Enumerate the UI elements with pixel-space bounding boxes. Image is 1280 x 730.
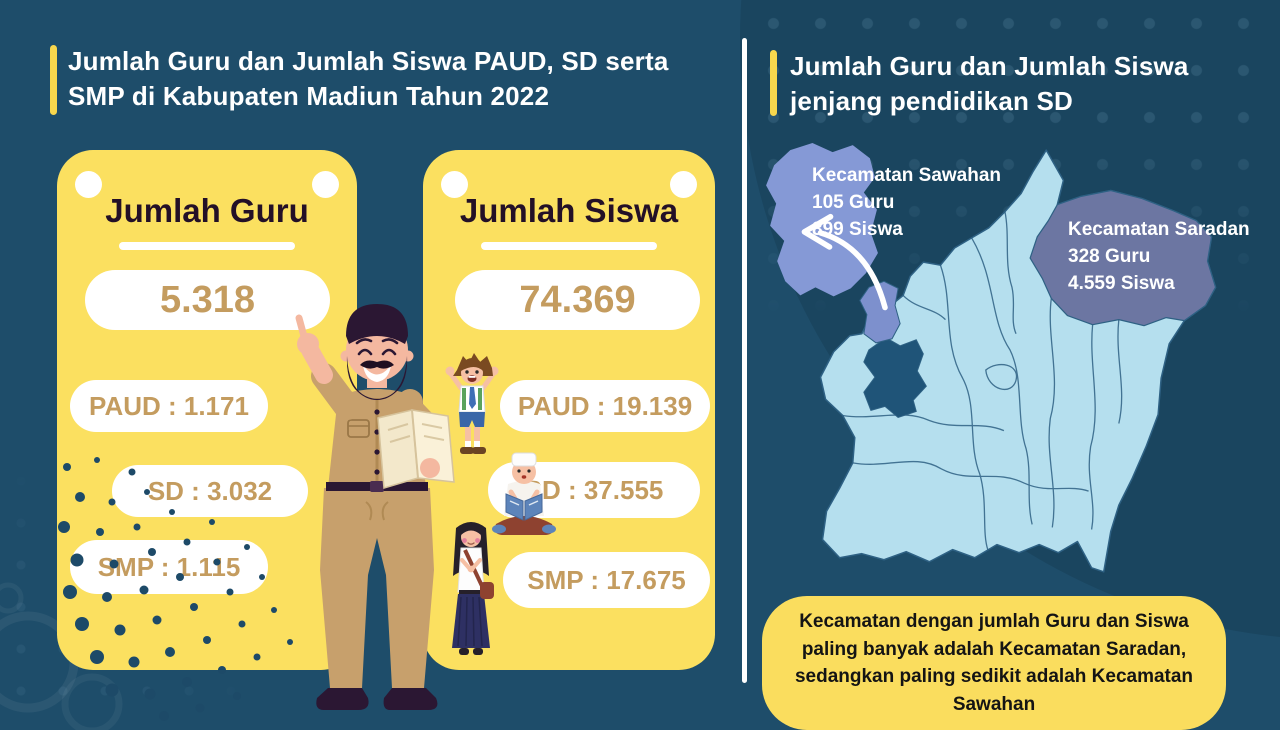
reading-boy-illustration bbox=[492, 452, 556, 535]
guru-total-pill: 5.318 bbox=[85, 270, 330, 330]
right-title-accent-bar bbox=[770, 50, 777, 116]
madiun-district-map: Kecamatan Sawahan 105 Guru 899 Siswa Kec… bbox=[756, 136, 1270, 590]
conclusion-note-text: Kecamatan dengan jumlah Guru dan Siswa p… bbox=[794, 611, 1194, 715]
map-district-dark-enclave bbox=[863, 337, 927, 419]
card-title-underline bbox=[481, 242, 657, 250]
dots-cluster-decor bbox=[58, 457, 293, 721]
siswa-smp-pill: SMP : 17.675 bbox=[503, 552, 710, 608]
map-arrow bbox=[801, 213, 888, 311]
left-title-line1: Jumlah Guru dan Jumlah Siswa PAUD, SD se… bbox=[68, 46, 669, 76]
card-pin-hole bbox=[441, 171, 468, 198]
teacher-illustration bbox=[295, 304, 455, 710]
left-title-line2: SMP di Kabupaten Madiun Tahun 2022 bbox=[68, 81, 550, 111]
guru-card-title: Jumlah Guru bbox=[105, 192, 309, 229]
siswa-total-pill: 74.369 bbox=[455, 270, 700, 330]
sawahan-guru: 105 Guru bbox=[812, 192, 895, 213]
guru-smp-pill: SMP : 1.115 bbox=[70, 540, 268, 594]
card-pin-hole bbox=[312, 171, 339, 198]
sawahan-siswa: 899 Siswa bbox=[812, 219, 903, 240]
left-title-accent-bar bbox=[50, 45, 57, 115]
panel-divider bbox=[742, 38, 747, 683]
sawahan-label: Kecamatan Sawahan 105 Guru 899 Siswa bbox=[812, 162, 1001, 243]
guru-paud-pill: PAUD : 1.171 bbox=[70, 380, 268, 432]
siswa-paud-pill: PAUD : 19.139 bbox=[500, 380, 710, 432]
right-panel-title: Jumlah Guru dan Jumlah Siswa jenjang pen… bbox=[790, 49, 1260, 119]
card-title-underline bbox=[119, 242, 295, 250]
left-panel-title: Jumlah Guru dan Jumlah Siswa PAUD, SD se… bbox=[68, 44, 728, 114]
right-title-line1: Jumlah Guru dan Jumlah Siswa bbox=[790, 51, 1189, 81]
siswa-card-title: Jumlah Siswa bbox=[459, 192, 679, 229]
saradan-siswa: 4.559 Siswa bbox=[1068, 273, 1175, 294]
conclusion-note-box: Kecamatan dengan jumlah Guru dan Siswa p… bbox=[762, 596, 1226, 730]
saradan-guru: 328 Guru bbox=[1068, 246, 1151, 267]
saradan-label: Kecamatan Saradan 328 Guru 4.559 Siswa bbox=[1068, 216, 1250, 297]
map-district-saradan bbox=[1029, 189, 1217, 327]
guru-card: Jumlah Guru 5.318 PAUD : 1.171 SD : 3.03… bbox=[57, 150, 357, 670]
map-district-sawahan bbox=[859, 280, 901, 344]
sawahan-name: Kecamatan Sawahan bbox=[812, 165, 1002, 186]
right-title-line2: jenjang pendidikan SD bbox=[790, 86, 1074, 116]
map-svg bbox=[766, 143, 1217, 573]
card-pin-hole bbox=[670, 171, 697, 198]
saradan-name: Kecamatan Saradan bbox=[1068, 219, 1250, 240]
schoolgirl-illustration bbox=[452, 522, 494, 655]
card-pin-hole bbox=[75, 171, 102, 198]
cheering-schoolboy-illustration bbox=[445, 353, 499, 454]
